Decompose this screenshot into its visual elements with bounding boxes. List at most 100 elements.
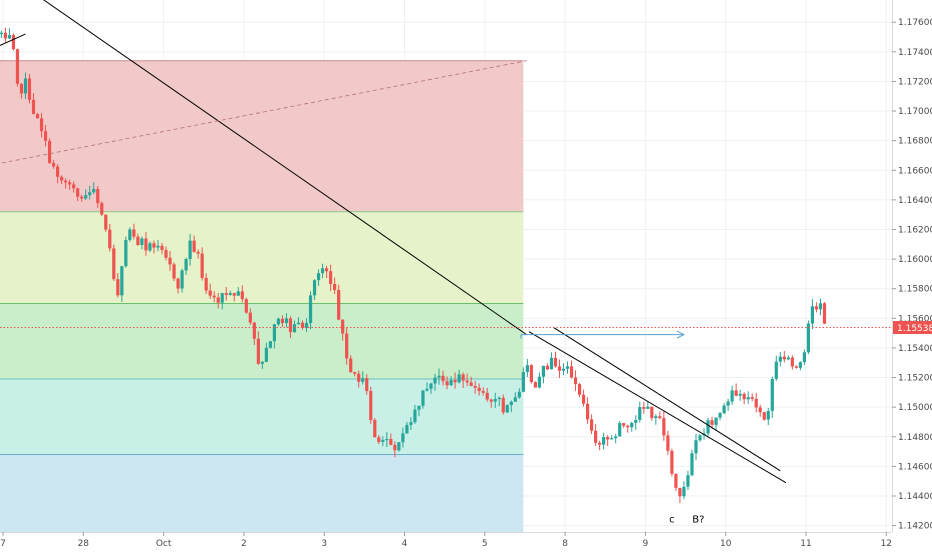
candle-down — [196, 251, 200, 254]
candle-up — [646, 406, 650, 409]
candle-down — [461, 374, 465, 381]
candle-down — [51, 162, 56, 167]
candle-down — [76, 188, 80, 197]
candle-down — [43, 131, 48, 141]
candle-down — [329, 271, 333, 284]
trendline[interactable] — [0, 60, 527, 165]
zone-band — [0, 60, 524, 212]
price-tick-label: 1.15400 — [898, 344, 932, 354]
time-tick-label: 7 — [0, 539, 6, 549]
candle-up — [738, 393, 742, 396]
candle-up — [706, 420, 710, 434]
candle-up — [188, 240, 192, 259]
zone-band — [0, 454, 524, 533]
time-tick-label: 10 — [720, 539, 732, 549]
candle-down — [256, 338, 260, 364]
candle-down — [577, 384, 582, 395]
candle-down — [240, 291, 244, 300]
candle-down — [31, 99, 36, 115]
candle-down — [573, 377, 578, 385]
candle-down — [3, 32, 8, 39]
zone-band — [0, 303, 524, 380]
candle-up — [272, 324, 277, 342]
candle-down — [389, 439, 393, 445]
candle-up — [654, 416, 658, 419]
candle-down — [598, 442, 602, 445]
candle-up — [718, 413, 722, 418]
candle-down — [594, 430, 598, 443]
price-tick-label: 1.17400 — [898, 48, 932, 58]
candle-down — [622, 423, 626, 426]
candle-up — [304, 322, 309, 328]
price-tick-label: 1.16000 — [898, 255, 932, 265]
trendline[interactable] — [0, 33, 26, 46]
price-axis-bg — [892, 0, 932, 550]
candle-up — [312, 280, 317, 296]
candle-down — [212, 295, 216, 298]
candle-down — [248, 312, 252, 323]
candle-up — [268, 341, 272, 348]
time-tick-label: Oct — [156, 539, 172, 549]
price-tick-label: 1.16400 — [898, 196, 932, 206]
candle-up — [284, 318, 289, 324]
candle-down — [557, 366, 562, 371]
candle-down — [160, 245, 164, 251]
candle-down — [104, 214, 108, 230]
candle-down — [232, 293, 236, 296]
candle-down — [96, 188, 100, 204]
candle-up — [682, 486, 686, 497]
candle-up — [92, 188, 96, 193]
candle-down — [569, 366, 574, 378]
candle-down — [172, 264, 176, 279]
candle-up — [88, 192, 92, 196]
trendline[interactable] — [0, 0, 527, 336]
candle-up — [810, 306, 815, 324]
candle-down — [204, 277, 208, 291]
candle-up — [156, 245, 160, 248]
candle-up — [541, 365, 546, 377]
candle-up — [413, 409, 417, 423]
candle-up — [694, 440, 698, 454]
candle-down — [19, 83, 24, 94]
trendline[interactable] — [552, 326, 781, 472]
candle-up — [818, 303, 823, 310]
trendline[interactable] — [528, 331, 787, 484]
candle-up — [497, 397, 501, 400]
trendlines[interactable] — [0, 0, 787, 484]
candle-up — [437, 375, 441, 378]
candle-down — [477, 387, 481, 392]
candle-up — [565, 366, 570, 369]
candle-up — [220, 293, 224, 303]
candle-down — [27, 78, 32, 100]
candle-up — [766, 410, 770, 420]
candle-down — [822, 303, 827, 324]
candle-down — [790, 357, 794, 367]
candle-down — [39, 118, 44, 132]
candle-up — [549, 357, 554, 370]
candle-up — [140, 238, 144, 246]
candle-down — [670, 450, 674, 474]
time-tick-label: 2 — [241, 539, 247, 549]
candle-down — [606, 437, 610, 440]
candle-up — [429, 383, 433, 389]
candle-down — [56, 166, 60, 177]
candle-down — [144, 238, 148, 251]
candle-up — [449, 379, 453, 386]
price-tick-label: 1.14600 — [898, 462, 932, 472]
time-tick-label: 5 — [482, 539, 488, 549]
last-price-badge — [893, 320, 932, 334]
candle-down — [100, 203, 104, 215]
candle-down — [337, 290, 341, 320]
time-tick-label: 3 — [321, 539, 327, 549]
candle-up — [505, 405, 509, 413]
candle-down — [192, 240, 196, 252]
candle-down — [794, 366, 798, 368]
candlesticks — [0, 27, 827, 504]
candle-up — [228, 293, 232, 295]
candle-up — [124, 239, 128, 267]
candle-down — [662, 418, 666, 436]
candle-up — [746, 397, 750, 400]
candle-down — [349, 358, 353, 373]
